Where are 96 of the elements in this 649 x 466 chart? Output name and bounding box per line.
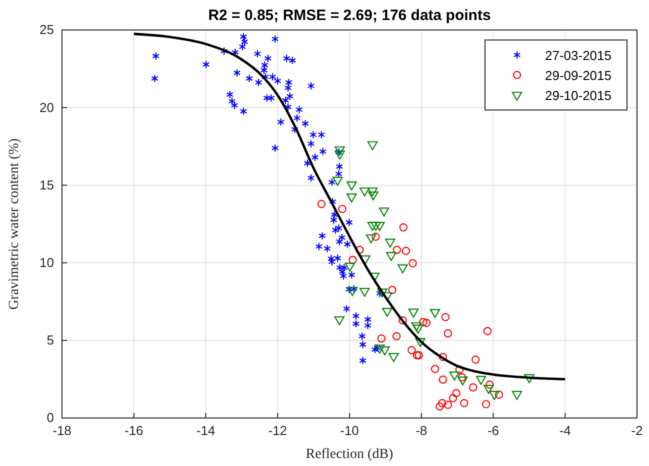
point: [392, 246, 402, 254]
point: [512, 390, 522, 400]
point: [372, 232, 380, 241]
point: [489, 390, 500, 400]
point: [449, 372, 460, 381]
point: [399, 223, 408, 232]
point: [344, 262, 355, 272]
point: [408, 346, 416, 354]
y-tick-label: 25: [40, 22, 54, 38]
point: [378, 207, 390, 216]
x-tick-label: -2: [631, 423, 643, 438]
point: [334, 146, 345, 156]
point: [482, 400, 490, 408]
point: [408, 308, 419, 318]
y-tick-label: 20: [40, 100, 54, 115]
x-tick-label: -18: [52, 423, 72, 438]
point: [448, 394, 458, 402]
point: [408, 259, 417, 268]
point: [348, 256, 357, 264]
point: [444, 329, 452, 338]
point: [385, 238, 396, 248]
point: [382, 308, 392, 317]
point: [412, 351, 422, 360]
point: [413, 324, 424, 334]
point: [359, 187, 370, 196]
point: [377, 334, 386, 343]
y-tick-label: 0: [46, 410, 54, 426]
point: [334, 316, 345, 326]
point: [444, 400, 452, 409]
x-tick-label: -6: [487, 423, 500, 438]
point: [370, 222, 381, 231]
point: [366, 234, 376, 244]
point: [388, 286, 396, 294]
point: [359, 288, 370, 297]
point: [334, 150, 345, 160]
point: [367, 141, 378, 150]
x-axis-title: Reflection (dB): [306, 447, 394, 462]
point: [338, 204, 346, 214]
point: [346, 194, 357, 202]
point: [377, 288, 388, 298]
point: [386, 252, 396, 262]
legend-label: 29-09-2015: [545, 68, 612, 83]
point: [367, 187, 378, 196]
point: [414, 351, 423, 360]
x-tick-label: -12: [268, 423, 288, 438]
point: [438, 352, 448, 362]
legend-label: 29-10-2015: [545, 88, 612, 103]
chart-title: R2 = 0.85; RMSE = 2.69; 176 data points: [208, 7, 491, 24]
y-axis-title: Gravimetric water content (%): [7, 138, 22, 310]
x-tick-label: -4: [559, 423, 571, 438]
point: [476, 376, 486, 385]
point: [317, 200, 326, 208]
legend-label: 27-03-2015: [545, 48, 612, 63]
point: [436, 402, 444, 411]
point: [346, 181, 357, 190]
point: [355, 246, 364, 254]
point: [411, 322, 422, 332]
point: [438, 398, 446, 408]
y-tick-label: 5: [46, 332, 54, 348]
point: [455, 365, 464, 374]
x-tick-label: -8: [416, 423, 428, 438]
point: [398, 316, 407, 324]
point: [430, 364, 440, 374]
point: [441, 313, 450, 322]
point: [458, 376, 468, 386]
point: [392, 332, 401, 340]
x-tick-label: -10: [340, 423, 359, 438]
point: [374, 222, 385, 231]
y-tick-label: 10: [40, 254, 54, 270]
point: [368, 191, 378, 200]
point: [469, 383, 478, 392]
point: [419, 318, 428, 326]
point: [483, 326, 492, 336]
point: [388, 353, 399, 362]
point: [486, 380, 494, 389]
x-tick-label: -14: [196, 423, 216, 438]
point: [438, 376, 448, 384]
point: [430, 308, 440, 318]
point: [494, 390, 504, 399]
point: [380, 346, 390, 356]
point: [398, 264, 408, 274]
point: [402, 246, 410, 255]
point: [415, 338, 426, 347]
point: [460, 398, 468, 408]
y-tick-label: 15: [40, 177, 54, 192]
point: [347, 287, 358, 296]
point: [452, 389, 460, 398]
point: [524, 374, 534, 384]
point: [422, 318, 431, 327]
point: [332, 176, 343, 186]
point: [483, 384, 494, 394]
point: [367, 222, 378, 231]
x-tick-label: -16: [124, 423, 144, 438]
point: [458, 373, 466, 382]
point: [374, 344, 385, 354]
point: [472, 356, 480, 364]
